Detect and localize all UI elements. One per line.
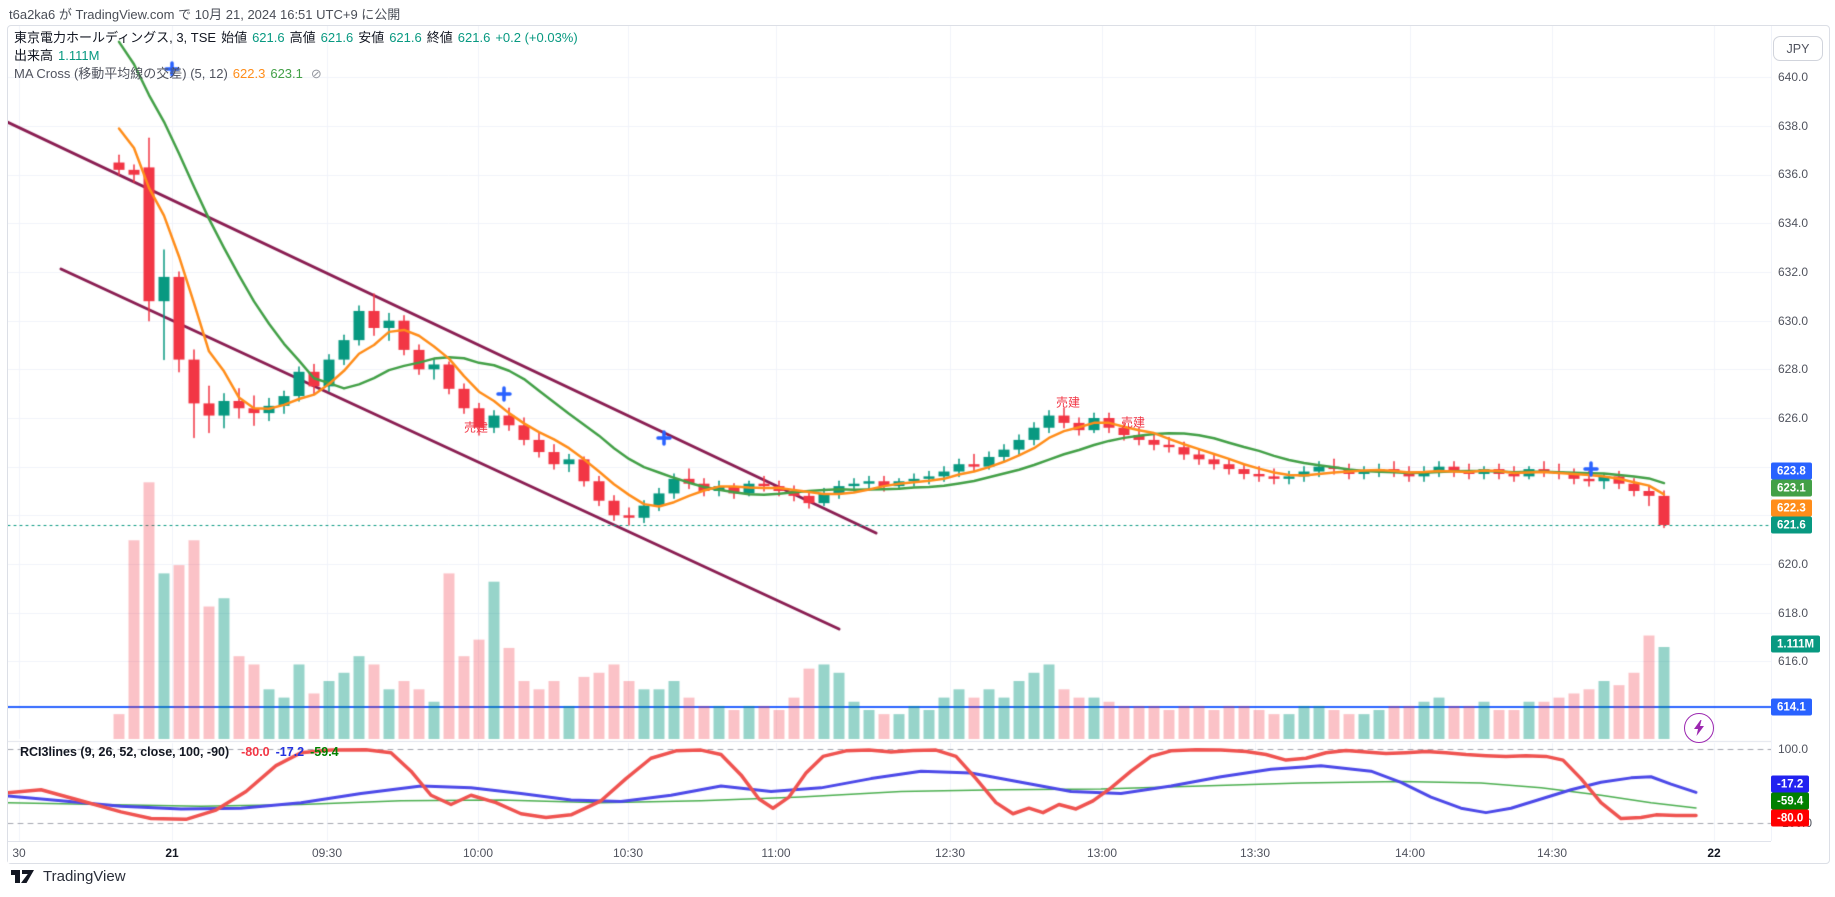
sell-entry-label: 売建 bbox=[463, 420, 489, 435]
price-tick-label: 628.0 bbox=[1778, 362, 1809, 376]
price-tick-label: 620.0 bbox=[1778, 557, 1809, 571]
price-tick-label: 626.0 bbox=[1778, 411, 1809, 425]
price-badge: 623.1 bbox=[1771, 479, 1812, 497]
ma-fast-value: 622.3 bbox=[232, 66, 266, 81]
time-tick-label: 14:30 bbox=[1536, 846, 1568, 860]
volume-label: 出来高 bbox=[14, 48, 54, 63]
time-tick-label: 09:30 bbox=[311, 846, 343, 860]
time-tick-label: 10:00 bbox=[462, 846, 494, 860]
footer: TradingView bbox=[10, 868, 126, 885]
price-tick-label: 100.0 bbox=[1778, 742, 1809, 756]
change-value: +0.2 (+0.03%) bbox=[495, 30, 578, 45]
price-scale-divider bbox=[1771, 26, 1772, 841]
tradingview-logo-icon[interactable] bbox=[10, 868, 36, 885]
chart-widget: 東京電力ホールディングス, 3, TSE 始値 621.6 高値 621.6 安値 6… bbox=[7, 25, 1830, 864]
price-badge: -17.2 bbox=[1771, 775, 1810, 793]
ma-slow-value: 623.1 bbox=[270, 66, 303, 81]
time-tick-label: 14:00 bbox=[1394, 846, 1426, 860]
price-tick-label: 618.0 bbox=[1778, 606, 1809, 620]
price-badge: -80.0 bbox=[1771, 809, 1810, 827]
rci-value: -80.0 bbox=[241, 745, 270, 759]
price-badge: 621.6 bbox=[1771, 516, 1812, 534]
price-chart-canvas[interactable] bbox=[8, 26, 1771, 862]
price-badge: 1.111M bbox=[1771, 635, 1821, 653]
sell-entry-label: 売建 bbox=[1055, 395, 1081, 410]
symbol-legend-row[interactable]: 東京電力ホールディングス, 3, TSE 始値 621.6 高値 621.6 安値 6… bbox=[14, 29, 578, 47]
price-tick-label: 630.0 bbox=[1778, 314, 1809, 328]
close-value: 621.6 bbox=[457, 30, 491, 45]
price-badge: 623.8 bbox=[1771, 462, 1812, 480]
price-tick-label: 636.0 bbox=[1778, 167, 1809, 181]
indicator-disabled-icon[interactable]: ⊘ bbox=[310, 66, 322, 81]
time-tick-label: 21 bbox=[165, 846, 179, 860]
price-tick-label: 632.0 bbox=[1778, 265, 1809, 279]
volume-legend-row[interactable]: 出来高 1.111M bbox=[14, 47, 578, 65]
sell-entry-label: 売建 bbox=[1120, 415, 1146, 430]
time-tick-label: 10:30 bbox=[612, 846, 644, 860]
low-label: 安値 bbox=[358, 30, 385, 45]
tradingview-logo-text[interactable]: TradingView bbox=[43, 868, 126, 885]
rci-legend-row[interactable]: RCI3lines (9, 26, 52, close, 100, -90) -8… bbox=[14, 745, 339, 759]
price-tick-label: 640.0 bbox=[1778, 70, 1809, 84]
high-label: 高値 bbox=[289, 30, 316, 45]
open-label: 始値 bbox=[221, 30, 248, 45]
volume-value: 1.111M bbox=[58, 48, 100, 63]
instant-order-button[interactable] bbox=[1684, 713, 1714, 743]
symbol-title[interactable]: 東京電力ホールディングス, 3, TSE bbox=[14, 30, 217, 45]
price-tick-label: 634.0 bbox=[1778, 216, 1809, 230]
rci-label: RCI3lines (9, 26, 52, close, 100, -90) bbox=[20, 745, 230, 759]
price-badge: 622.3 bbox=[1771, 499, 1812, 517]
time-tick-label: 13:30 bbox=[1239, 846, 1271, 860]
lightning-icon bbox=[1694, 720, 1704, 736]
open-value: 621.6 bbox=[252, 30, 285, 45]
currency-button[interactable]: JPY bbox=[1773, 36, 1823, 61]
time-tick-label: 22 bbox=[1707, 846, 1721, 860]
rci-values: -80.0 -17.2 -59.4 bbox=[235, 745, 339, 759]
price-badge: 614.1 bbox=[1771, 698, 1812, 716]
high-value: 621.6 bbox=[320, 30, 354, 45]
time-tick-label: 12:30 bbox=[934, 846, 966, 860]
time-tick-label: 30 bbox=[12, 846, 26, 860]
price-tick-label: 638.0 bbox=[1778, 119, 1809, 133]
attribution-text: t6a2ka6 が TradingView.com で 10月 21, 2024… bbox=[9, 7, 401, 22]
ma-cross-label: MA Cross (移動平均線の交差) (5, 12) bbox=[14, 66, 228, 81]
time-axis[interactable]: 30 21 09:30 10:00 10:30 11:00 12:30 13:00 13:30 1… bbox=[8, 841, 1771, 863]
time-tick-label: 13:00 bbox=[1086, 846, 1118, 860]
price-tick-label: 616.0 bbox=[1778, 654, 1809, 668]
close-label: 終値 bbox=[426, 30, 453, 45]
chart-legend: 東京電力ホールディングス, 3, TSE 始値 621.6 高値 621.6 安値 6… bbox=[14, 29, 578, 83]
low-value: 621.6 bbox=[389, 30, 422, 45]
ma-cross-legend-row[interactable]: MA Cross (移動平均線の交差) (5, 12) 622.3 623.1 … bbox=[14, 65, 578, 83]
rci-value: -59.4 bbox=[310, 745, 339, 759]
rci-value: -17.2 bbox=[275, 745, 305, 759]
time-tick-label: 11:00 bbox=[761, 846, 791, 860]
price-badge: -59.4 bbox=[1771, 792, 1810, 810]
